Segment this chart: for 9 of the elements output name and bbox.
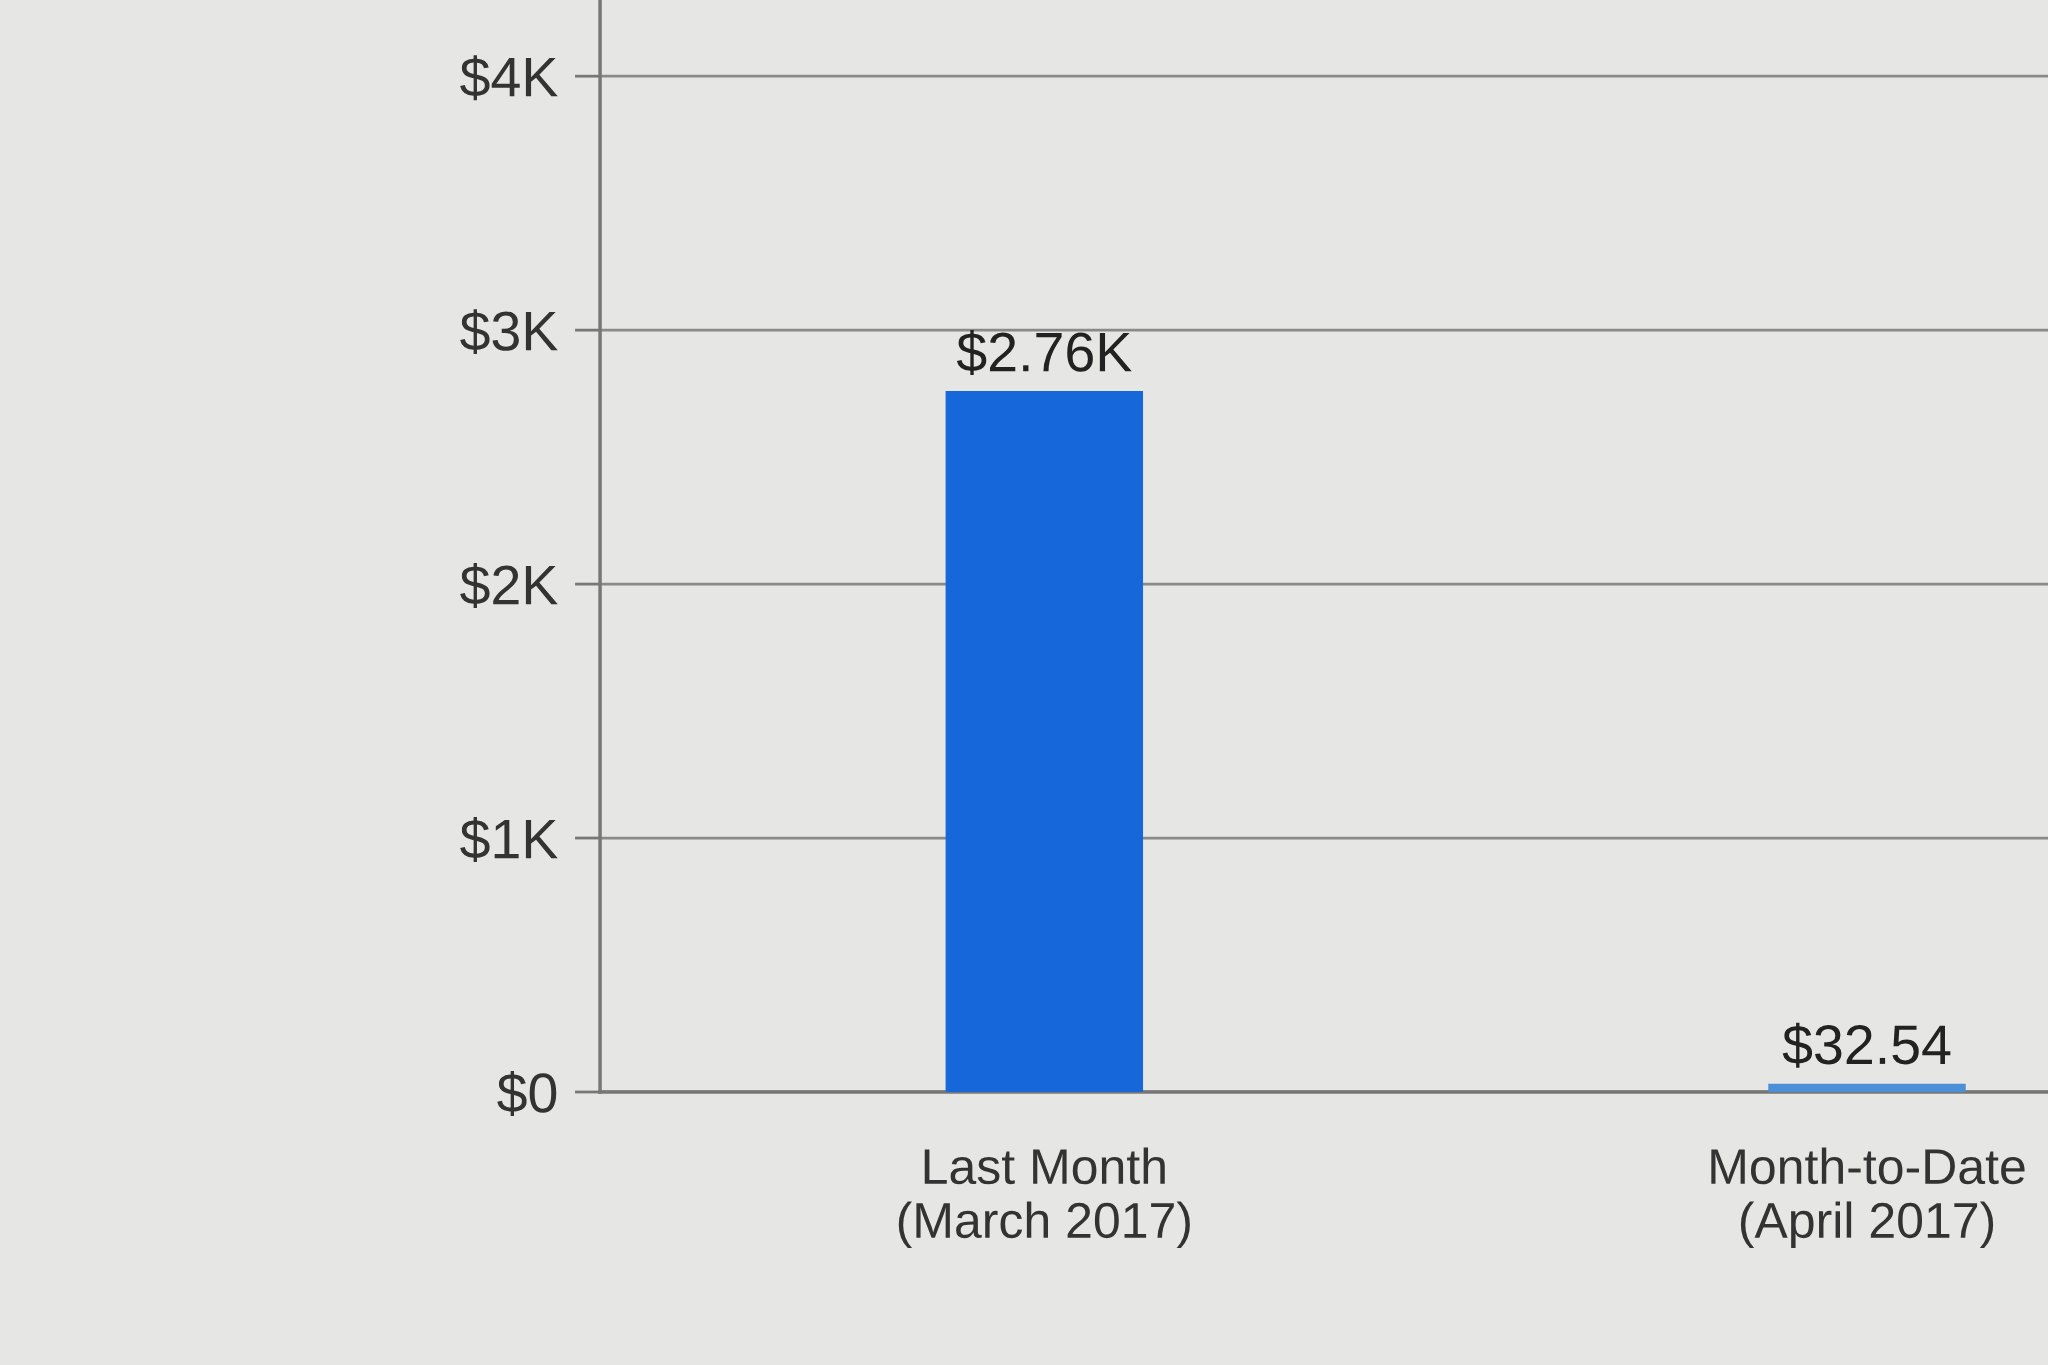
y-tick-label: $3K: [460, 309, 558, 355]
x-tick-label: Month-to-Date (April 2017): [1711, 1147, 2025, 1249]
y-tick-label: $4K: [460, 55, 558, 101]
y-tick-label: $1K: [460, 817, 558, 863]
y-tick-label: $0: [497, 1071, 557, 1116]
data-label: $32.54: [1782, 1022, 1951, 1068]
data-label: $2.76K: [956, 330, 1132, 376]
x-tick-label: Last Month (March 2017): [898, 1147, 1190, 1248]
y-tick-label: $2K: [460, 563, 558, 609]
